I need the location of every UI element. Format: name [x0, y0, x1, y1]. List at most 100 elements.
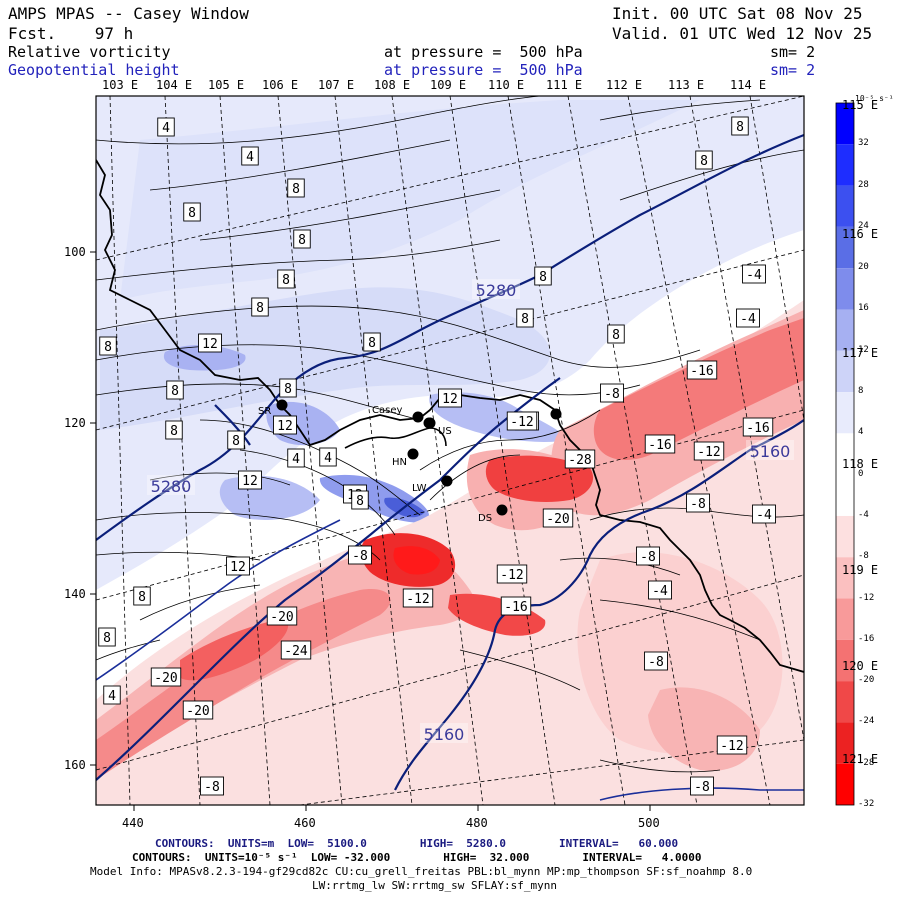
vorticity-label: 8 — [277, 269, 295, 289]
lon-label-119e: 119 E — [842, 563, 879, 577]
vorticity-label: -20 — [266, 606, 298, 626]
colorbar-swatch — [836, 515, 854, 558]
lon-label-117e: 117 E — [842, 346, 879, 360]
vorticity-label: -12 — [496, 564, 528, 584]
colorbar-swatch — [836, 350, 854, 393]
vorticity-label: 12 — [198, 333, 222, 353]
colorbar-label: 20 — [858, 262, 869, 273]
lon-label-120e: 120 E — [842, 659, 879, 673]
svg-text:-12: -12 — [720, 739, 743, 754]
vorticity-label: 4 — [157, 117, 175, 137]
colorbar-swatch — [836, 103, 854, 145]
footer-vorticity-contours: CONTOURS: UNITS=10⁻⁵ s⁻¹ LOW= -32.000 HI… — [132, 851, 702, 864]
vorticity-label: 8 — [183, 202, 201, 222]
vorticity-label: 8 — [516, 308, 534, 328]
svg-text:8: 8 — [356, 494, 364, 509]
field2-name: Geopotential height — [8, 61, 180, 79]
svg-text:8: 8 — [284, 382, 292, 397]
colorbar-label: 8 — [858, 386, 864, 397]
vorticity-label: 4 — [103, 685, 121, 705]
svg-text:-12: -12 — [500, 568, 523, 583]
colorbar-label: 24 — [858, 220, 869, 231]
vorticity-label: -8 — [200, 776, 224, 796]
colorbar-swatch — [836, 433, 854, 475]
lon-label-116e: 116 E — [842, 227, 879, 241]
lon-label-106e: 106 E — [262, 78, 299, 92]
svg-text:-20: -20 — [546, 512, 569, 527]
vorticity-label: 8 — [293, 229, 311, 249]
svg-text:8: 8 — [292, 182, 300, 197]
lon-label-113e: 113 E — [668, 78, 705, 92]
lon-label-121e: 121 E — [842, 752, 879, 766]
vorticity-label: -8 — [644, 651, 668, 671]
svg-text:-20: -20 — [186, 704, 209, 719]
vorticity-min-red-5 — [180, 618, 289, 681]
vorticity-label: 8 — [363, 332, 381, 352]
field1-smoothing: sm= 2 — [770, 43, 816, 61]
field2-smoothing: sm= 2 — [770, 61, 816, 79]
y-tick-120: 120 — [64, 416, 86, 430]
svg-text:-8: -8 — [648, 655, 664, 670]
vorticity-label: 8 — [287, 178, 305, 198]
station: SR — [258, 399, 288, 417]
colorbar — [835, 102, 855, 806]
vorticity-label: -20 — [150, 667, 182, 687]
vorticity-label: 8 — [227, 430, 245, 450]
svg-text:-8: -8 — [694, 780, 710, 795]
lon-label-107e: 107 E — [318, 78, 355, 92]
svg-text:-16: -16 — [690, 364, 713, 379]
vorticity-label: -20 — [542, 508, 574, 528]
ice-shelf-edge — [344, 427, 447, 449]
svg-text:Casey: Casey — [372, 405, 402, 416]
height-label: 5160 — [420, 723, 468, 744]
svg-text:-12: -12 — [510, 415, 533, 430]
svg-text:8: 8 — [256, 301, 264, 316]
colorbar-unit: 10⁻⁵ s⁻¹ — [855, 94, 894, 103]
vorticity-label: 4 — [241, 146, 259, 166]
svg-text:-16: -16 — [746, 421, 769, 436]
colorbar-swatch — [836, 144, 854, 186]
vorticity-label: 8 — [99, 336, 117, 356]
colorbar-label: 0 — [858, 468, 864, 479]
y-tick-100: 100 — [64, 245, 86, 259]
svg-text:5280: 5280 — [151, 477, 192, 496]
colorbar-swatch — [836, 557, 854, 599]
lon-label-103e: 103 E — [102, 78, 139, 92]
colorbar-label: 28 — [858, 179, 869, 190]
colorbar-label: -28 — [858, 757, 875, 768]
svg-text:12: 12 — [277, 419, 293, 434]
station: DS — [478, 504, 508, 524]
station: LW — [412, 475, 453, 494]
forecast-hour: Fcst. 97 h — [8, 24, 134, 43]
svg-text:HN: HN — [392, 457, 407, 468]
svg-text:4: 4 — [162, 121, 170, 136]
colorbar-swatch — [836, 474, 854, 516]
svg-text:DS: DS — [478, 513, 492, 524]
svg-text:8: 8 — [282, 273, 290, 288]
svg-text:12: 12 — [230, 560, 246, 575]
footer-model-info: Model Info: MPASv8.2.3-194-gf29cd82c CU:… — [90, 865, 753, 878]
vorticity-label: -12 — [716, 735, 748, 755]
svg-text:8: 8 — [521, 312, 529, 327]
svg-text:US: US — [438, 426, 452, 437]
vorticity-label: 8 — [133, 586, 151, 606]
vorticity-label: 8 — [351, 490, 369, 510]
colorbar-swatch — [836, 722, 854, 764]
svg-text:SR: SR — [258, 406, 271, 417]
vorticity-label: 12 — [226, 556, 250, 576]
colorbar-swatch — [836, 392, 854, 434]
vorticity-label: -8 — [348, 545, 372, 565]
svg-text:12: 12 — [242, 474, 258, 489]
height-label: 5280 — [472, 279, 520, 300]
height-contour-labels: 5280 5280 5160 5160 — [147, 279, 794, 744]
svg-text:5160: 5160 — [424, 725, 465, 744]
vorticity-label: -8 — [690, 776, 714, 796]
svg-text:12: 12 — [202, 337, 218, 352]
vorticity-label: -4 — [742, 264, 766, 284]
x-tick-480: 480 — [466, 816, 488, 830]
lon-label-108e: 108 E — [374, 78, 411, 92]
positive-vorticity-band-3 — [100, 287, 550, 430]
svg-text:8: 8 — [736, 120, 744, 135]
colorbar-swatch — [836, 763, 854, 805]
svg-text:12: 12 — [442, 392, 458, 407]
